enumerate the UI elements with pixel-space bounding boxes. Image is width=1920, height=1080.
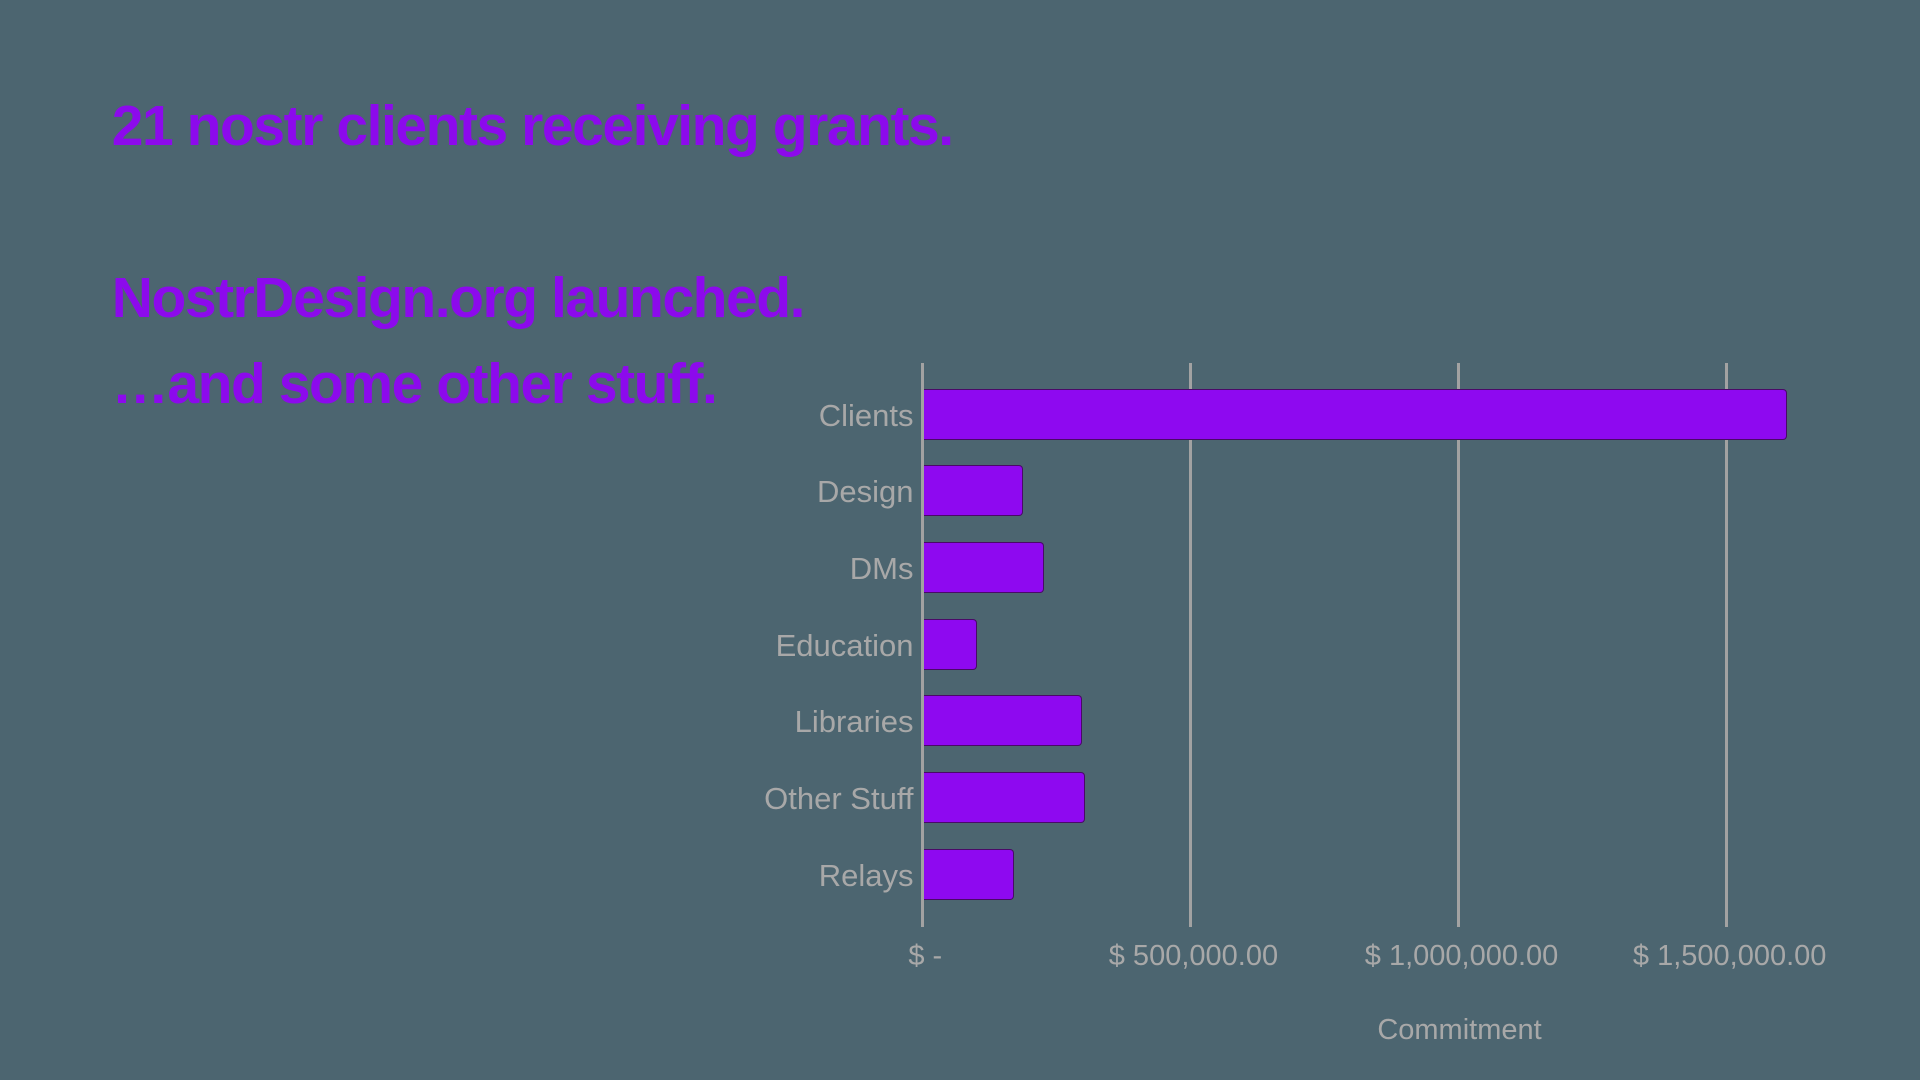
category-label: Clients: [818, 397, 914, 433]
gridline: [1725, 363, 1729, 927]
gridline: [1188, 363, 1192, 927]
bar-dms: [923, 541, 1044, 593]
headline-other-stuff: …and some other stuff.: [111, 352, 718, 417]
category-label: Relays: [818, 857, 914, 893]
x-axis-title: Commitment: [1377, 1013, 1542, 1046]
gridline: [1457, 363, 1461, 927]
bar-clients: [923, 388, 1787, 440]
y-axis-line: [920, 363, 924, 927]
bar-education: [923, 618, 977, 670]
x-tick-label: $ 1,000,000.00: [1364, 940, 1559, 972]
x-tick-label: $ 1,500,000.00: [1632, 940, 1827, 972]
x-tick-label: $ -: [908, 940, 943, 972]
headline-grants: 21 nostr clients receiving grants.: [111, 93, 954, 158]
category-label: Libraries: [794, 704, 914, 740]
x-tick-label: $ 500,000.00: [1108, 940, 1279, 972]
category-label: Other Stuff: [764, 781, 914, 817]
bar-libraries: [923, 695, 1083, 747]
category-label: Education: [775, 627, 914, 663]
headline-block: 21 nostr clients receiving grants. Nostr…: [111, 83, 954, 428]
headline-nostrdesign: NostrDesign.org launched.: [111, 266, 806, 331]
category-label: DMs: [849, 551, 914, 587]
bar-other-stuff: [923, 771, 1086, 823]
bar-relays: [923, 848, 1015, 900]
category-label: Design: [817, 474, 914, 510]
bar-design: [923, 465, 1023, 517]
